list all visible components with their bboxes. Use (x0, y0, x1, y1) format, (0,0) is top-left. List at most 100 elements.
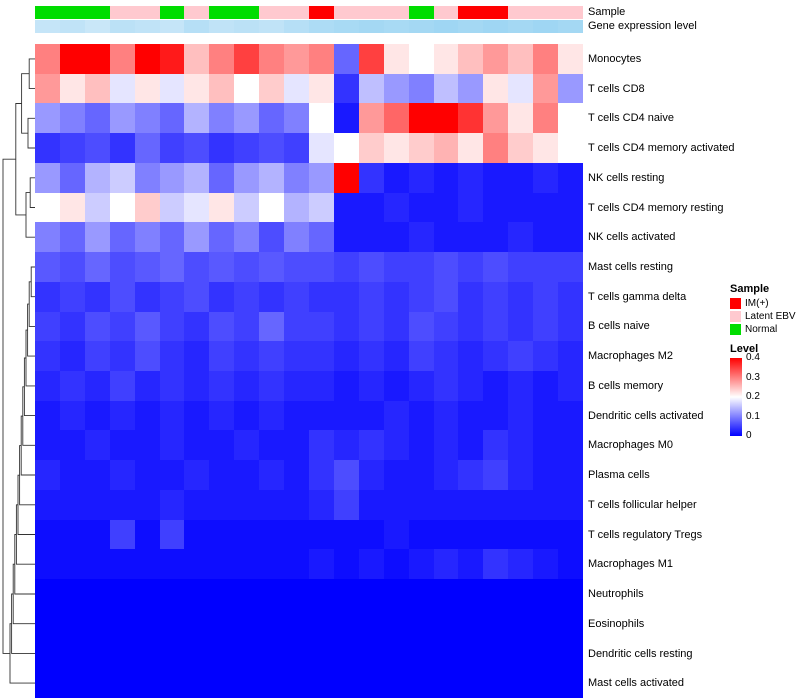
sample-annotation-segment (533, 6, 559, 19)
heatmap-cell (433, 489, 459, 520)
heatmap-cell (533, 638, 559, 669)
heatmap-cell (159, 162, 185, 193)
heatmap-cell (234, 400, 260, 431)
heatmap-cell (59, 192, 85, 223)
heatmap-cell (358, 668, 384, 698)
heatmap-cell (533, 44, 559, 74)
heatmap-cell (533, 341, 559, 371)
heatmap-cell (458, 460, 484, 490)
heatmap-cell (284, 44, 309, 74)
heatmap-cell (209, 430, 235, 461)
legend-swatch (730, 324, 741, 335)
heatmap-cell (284, 460, 309, 490)
heatmap-cell (433, 311, 459, 342)
heatmap-cell (59, 281, 85, 312)
heatmap-cell (109, 638, 135, 669)
heatmap-cell (84, 341, 110, 371)
heatmap-cell (458, 133, 484, 163)
heatmap-cell (308, 400, 334, 431)
heatmap-cell (284, 549, 309, 580)
heatmap-cell (458, 489, 484, 520)
heatmap-cell (234, 460, 260, 490)
heatmap-cell (159, 460, 185, 490)
heatmap-cell (533, 281, 559, 312)
heatmap-cell (259, 44, 285, 74)
sample-annotation-segment (408, 6, 434, 19)
row-label: T cells CD8 (588, 82, 645, 95)
heatmap-cell (59, 341, 85, 371)
heatmap-cell (35, 73, 60, 104)
heatmap-cell (358, 519, 384, 550)
heatmap-cell (433, 549, 459, 580)
heatmap-cell (184, 252, 210, 282)
sample-legend-item: IM(+) (730, 298, 800, 309)
heatmap-cell (184, 668, 210, 698)
heatmap-cell (508, 44, 534, 74)
heatmap-cell (159, 222, 185, 253)
heatmap-cell (483, 400, 509, 431)
sample-annotation-segment (483, 6, 509, 19)
heatmap-cell (259, 103, 285, 134)
heatmap-cell (333, 311, 359, 342)
heatmap-cell (184, 549, 210, 580)
row-label: Neutrophils (588, 588, 644, 601)
heatmap-cell (308, 460, 334, 490)
heatmap-cell (259, 608, 285, 639)
heatmap-cell (159, 311, 185, 342)
sample-annotation-segment (508, 6, 534, 19)
heatmap-cell (383, 252, 409, 282)
heatmap-cell (209, 370, 235, 401)
heatmap-cell (333, 133, 359, 163)
heatmap-cell (408, 549, 434, 580)
heatmap-cell (558, 73, 583, 104)
expression-annotation-segment (284, 20, 309, 33)
heatmap-cell (209, 579, 235, 609)
heatmap-cell (308, 489, 334, 520)
heatmap-cell (333, 281, 359, 312)
heatmap-cell (35, 103, 60, 134)
heatmap-cell (35, 549, 60, 580)
heatmap-cell (134, 638, 160, 669)
heatmap-cell (533, 519, 559, 550)
heatmap-cell (259, 579, 285, 609)
heatmap-cell (259, 73, 285, 104)
heatmap-cell (35, 133, 60, 163)
level-gradient-bar (730, 358, 742, 436)
heatmap-cell (184, 192, 210, 223)
heatmap-cell (333, 222, 359, 253)
heatmap-cell (159, 103, 185, 134)
expression-annotation-segment (59, 20, 85, 33)
row-label: Monocytes (588, 52, 642, 65)
heatmap-cell (284, 579, 309, 609)
heatmap-cell (259, 489, 285, 520)
heatmap-cell (483, 370, 509, 401)
expression-annotation-segment (483, 20, 509, 33)
heatmap-cell (134, 311, 160, 342)
sample-legend-item: Normal (730, 324, 800, 335)
heatmap-cell (483, 162, 509, 193)
heatmap-cell (109, 44, 135, 74)
heatmap-cell (35, 252, 60, 282)
heatmap-cell (508, 341, 534, 371)
heatmap-cell (59, 489, 85, 520)
level-legend-title: Level (730, 343, 759, 355)
heatmap-cell (259, 192, 285, 223)
heatmap-cell (35, 370, 60, 401)
heatmap-cell (333, 638, 359, 669)
heatmap-cell (234, 311, 260, 342)
heatmap-cell (259, 430, 285, 461)
expression-annotation-segment (184, 20, 210, 33)
heatmap-cell (508, 519, 534, 550)
heatmap-cell (458, 192, 484, 223)
expression-annotation-segment (333, 20, 359, 33)
heatmap-cell (558, 430, 583, 461)
heatmap-cell (433, 370, 459, 401)
heatmap-cell (458, 252, 484, 282)
heatmap-cell (159, 519, 185, 550)
heatmap-cell (383, 608, 409, 639)
heatmap-cell (483, 608, 509, 639)
heatmap-cell (134, 489, 160, 520)
heatmap-cell (358, 400, 384, 431)
heatmap-cell (558, 222, 583, 253)
heatmap-cell (209, 549, 235, 580)
